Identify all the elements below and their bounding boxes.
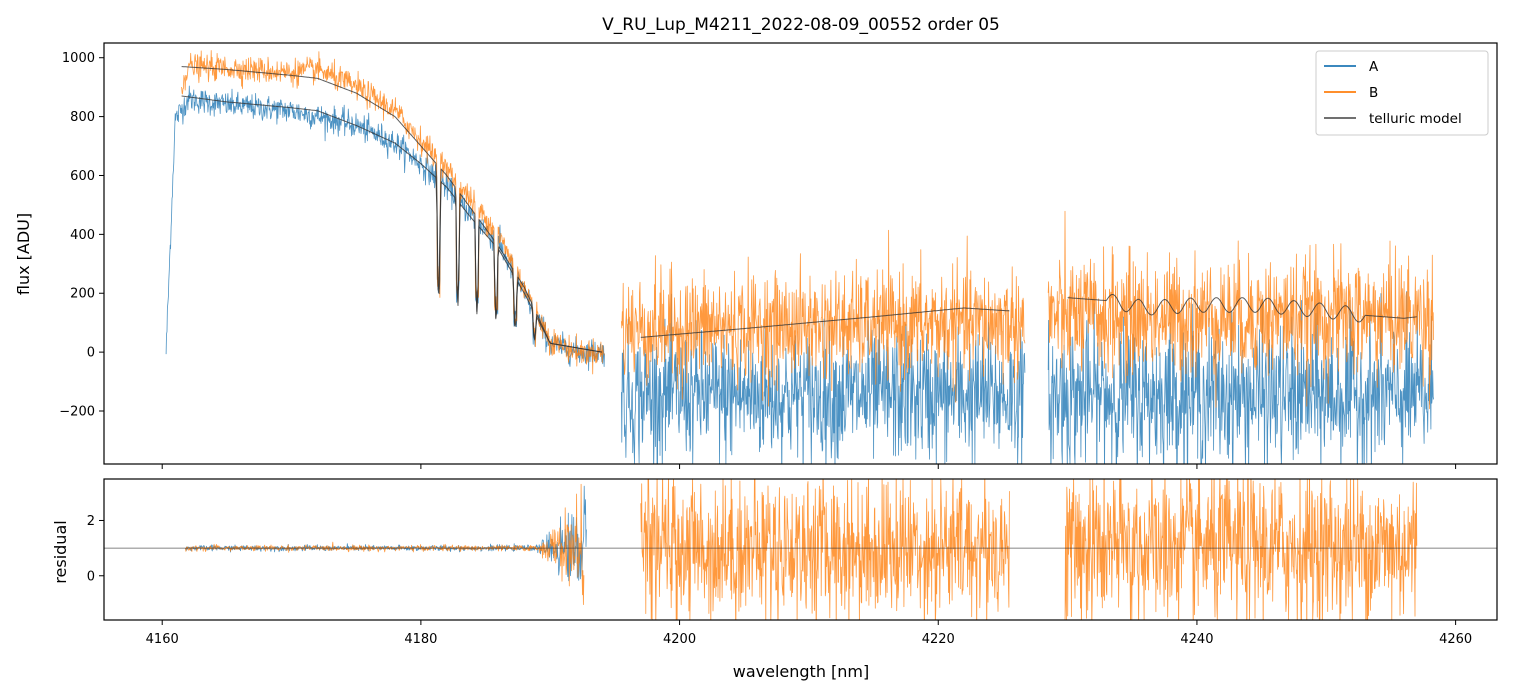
flux-panel: 1000 800 600 400 200 0 −200 flux [ADU] A B tel…: [14, 42, 1498, 469]
flux-y-tick-label: 600: [70, 169, 95, 184]
legend: A B telluric model: [1315, 50, 1489, 136]
residual-y-axis-label: residual: [51, 520, 70, 583]
x-tick-label: 4260: [1439, 632, 1472, 647]
telluric-model-segment-1: [181, 95, 603, 353]
x-tick-label: 4240: [1180, 632, 1213, 647]
x-tick-label: 4220: [922, 632, 955, 647]
series-a-segment-1: [621, 293, 1026, 464]
telluric-model-segment-0: [181, 66, 603, 353]
x-axis-label: wavelength [nm]: [733, 662, 870, 681]
residual-axes-frame: [103, 478, 1498, 621]
series-a-segment-2: [1047, 291, 1434, 464]
residual-b-segment-2: [1064, 479, 1418, 620]
flux-y-tick-label: −200: [59, 405, 95, 420]
residual-y-tick-label: 0: [87, 569, 95, 584]
flux-y-tick-label: 1000: [62, 51, 95, 66]
residual-panel: 20 4160 4180 4200 4220 4240 4260 residual wav…: [51, 478, 1498, 681]
residual-y-ticks: 20: [87, 514, 104, 584]
flux-y-tick-label: 400: [70, 228, 95, 243]
legend-label-a: A: [1369, 59, 1379, 75]
legend-label-b: B: [1369, 85, 1378, 101]
chart-title: V_RU_Lup_M4211_2022-08-09_00552 order 05: [602, 15, 1000, 35]
legend-label-telluric-model: telluric model: [1369, 111, 1462, 127]
x-tick-label: 4180: [404, 632, 437, 647]
flux-y-ticks: 1000 800 600 400 200 0 −200: [59, 51, 104, 420]
residual-b-segment-1: [640, 479, 1010, 620]
flux-y-tick-label: 800: [70, 110, 95, 125]
series-b-segment-1: [621, 229, 1026, 407]
flux-plot-area: [165, 50, 1434, 464]
flux-y-axis-label: flux [ADU]: [14, 213, 33, 295]
residual-plot-area: [104, 479, 1497, 620]
residual-y-tick-label: 2: [87, 514, 95, 529]
residual-b-segment-0: [185, 483, 585, 605]
series-b-segment-2: [1047, 210, 1434, 410]
flux-y-tick-label: 0: [87, 346, 95, 361]
legend-box: [1315, 50, 1489, 136]
x-tick-label: 4160: [146, 632, 179, 647]
telluric-model-segment-2: [640, 307, 1010, 338]
flux-x-ticks: [161, 464, 1457, 469]
flux-y-tick-label: 200: [70, 287, 95, 302]
x-tick-label: 4200: [663, 632, 696, 647]
flux-axes-frame: [103, 42, 1498, 465]
telluric-model-segment-3: [1067, 294, 1417, 323]
residual-x-ticks: 4160 4180 4200 4220 4240 4260: [146, 620, 1472, 647]
